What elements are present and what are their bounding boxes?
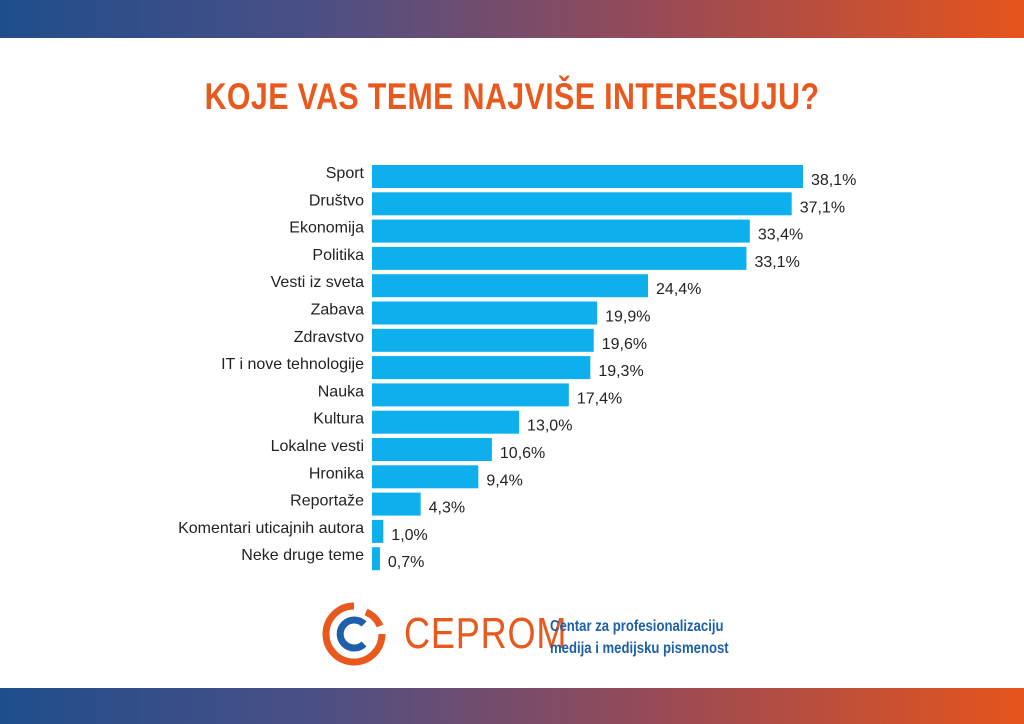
logo-tagline-line1: Centar za profesionalizaciju [550,618,724,635]
ceprom-logo-icon [322,602,386,666]
logo-name: CEPROM [404,609,568,658]
bar-12 [372,492,421,516]
bar-4 [372,274,649,298]
category-label-11: Hronika [309,465,364,482]
bar-chart: Sport 38,1% Društvo 37,1% Ekonomija 33,4% Poli… [178,165,856,571]
category-label-14: Neke druge teme [241,547,364,564]
bar-10 [372,438,492,461]
bar-8 [372,383,569,407]
value-label-13: 1,0% [391,527,427,544]
bar-6 [372,328,594,352]
value-label-1: 37,1% [800,199,845,216]
bar-1 [372,192,792,216]
value-label-8: 17,4% [577,390,622,407]
value-label-10: 10,6% [500,445,545,462]
bar-0 [372,165,803,188]
category-label-2: Ekonomija [289,220,364,237]
value-label-7: 19,3% [598,363,643,380]
category-label-8: Nauka [318,383,364,400]
logo-tagline: Centar za profesionalizaciju medija i me… [550,616,729,660]
category-label-1: Društvo [309,192,364,209]
value-label-0: 38,1% [811,172,856,189]
value-label-4: 24,4% [656,281,701,298]
chart-title: KOJE VAS TEME NAJVIŠE INTERESUJU? [204,76,820,117]
value-label-6: 19,6% [602,336,647,353]
value-label-12: 4,3% [429,500,465,517]
bar-2 [372,219,750,243]
top-gradient-band [0,0,1024,38]
bar-9 [372,410,520,434]
value-label-5: 19,9% [605,309,650,326]
bar-11 [372,465,479,489]
category-label-3: Politika [312,247,364,264]
value-label-2: 33,4% [758,227,803,244]
bar-5 [372,301,598,325]
value-label-14: 0,7% [388,554,424,571]
category-label-6: Zdravstvo [294,329,364,346]
bar-3 [372,246,747,270]
value-label-3: 33,1% [754,254,799,271]
category-label-5: Zabava [311,302,364,319]
category-label-13: Komentari uticajnih autora [178,520,364,537]
category-label-9: Kultura [313,411,364,428]
bar-14 [372,547,380,571]
logo-tagline-line2: medija i medijsku pismenost [550,640,729,657]
category-label-4: Vesti iz sveta [271,274,364,291]
bottom-gradient-band [0,688,1024,724]
category-label-0: Sport [326,165,365,182]
category-label-10: Lokalne vesti [271,438,364,455]
bar-13 [372,519,384,543]
category-label-12: Reportaže [290,493,364,510]
bar-7 [372,356,591,380]
value-label-9: 13,0% [527,418,572,435]
value-label-11: 9,4% [486,472,522,489]
category-label-7: IT i nove tehnologije [221,356,364,373]
